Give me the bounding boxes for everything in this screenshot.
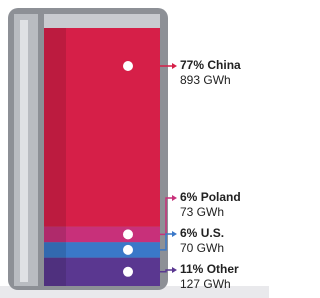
category-name: Other [207,262,239,276]
segments [44,14,160,286]
share-value: 77% [180,58,204,72]
capacity-label: 73 GWh [180,205,224,219]
share-value: 11% [180,262,204,276]
segment-face [44,227,66,242]
share-label: 6% Poland [180,190,241,204]
leader-arrow [172,63,177,69]
category-name: Poland [201,190,241,204]
category-name: U.S. [201,226,224,240]
battery-highlight [20,20,28,282]
leader-arrow [172,267,177,273]
share-label: 11% Other [180,262,239,276]
flag-icon [122,60,134,72]
battery-cap [44,14,160,28]
segment-face [44,242,66,257]
leader-arrow [172,195,177,201]
flag-icon [122,244,134,256]
capacity-label: 70 GWh [180,241,224,255]
flag-icon [122,266,134,278]
share-label: 6% U.S. [180,226,224,240]
share-label: 77% China [180,58,241,72]
segment-face [44,258,66,286]
share-value: 6% [180,190,198,204]
flag-icon [122,228,134,240]
capacity-label: 127 GWh [180,277,231,291]
share-value: 6% [180,226,198,240]
leader-arrow [172,231,177,237]
category-name: China [207,58,241,72]
segment-face [44,28,66,227]
capacity-label: 893 GWh [180,73,231,87]
